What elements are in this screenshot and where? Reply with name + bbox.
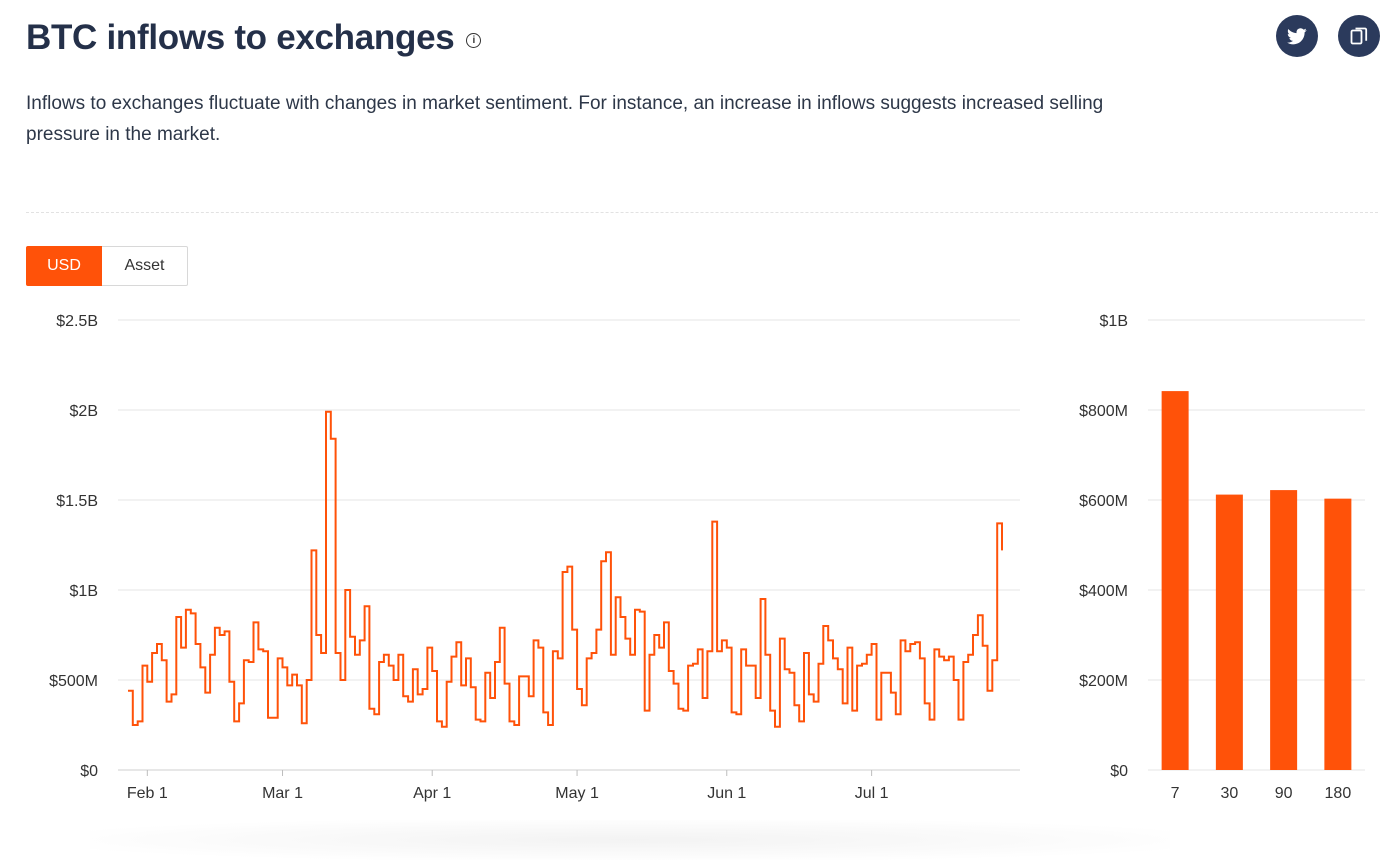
twitter-icon <box>1287 27 1307 44</box>
y-tick-label: $1.5B <box>56 493 98 510</box>
bar-category-label: 180 <box>1325 785 1352 802</box>
twitter-share-button[interactable] <box>1276 15 1318 57</box>
inflows-line-chart: $0 $500M $1B $1.5B $2B $2.5B Feb 1 Mar 1 Apr 1 Ma… <box>49 313 1020 802</box>
copy-icon <box>1350 27 1368 45</box>
y-tick-label: $1B <box>70 583 98 600</box>
bar-category-label: 7 <box>1171 785 1180 802</box>
section-divider <box>26 212 1378 213</box>
x-tick-label: Mar 1 <box>262 785 303 802</box>
usd-toggle-button[interactable]: USD <box>26 246 102 286</box>
page-title: BTC inflows to exchanges <box>26 18 455 57</box>
chart-description: Inflows to exchanges fluctuate with chan… <box>26 93 1104 145</box>
bar <box>1324 498 1352 770</box>
x-tick-label: Jul 1 <box>855 785 889 802</box>
x-tick-label: Feb 1 <box>127 785 168 802</box>
bar-y-tick-label: $1B <box>1100 313 1128 330</box>
bar <box>1161 391 1189 770</box>
y-tick-label: $0 <box>80 763 98 780</box>
average-inflows-bar-chart: $0 $200M $400M $600M $800M $1B 7 30 90 180 <box>1079 313 1365 802</box>
bar-category-label: 90 <box>1275 785 1293 802</box>
bar <box>1215 494 1243 770</box>
x-tick-label: May 1 <box>555 785 599 802</box>
y-tick-label: $500M <box>49 673 98 690</box>
x-tick-label: Apr 1 <box>413 785 451 802</box>
x-tick-label: Jun 1 <box>707 785 746 802</box>
unit-toggle: USD Asset <box>26 246 188 286</box>
share-buttons <box>1276 15 1380 57</box>
bar-y-tick-label: $800M <box>1079 403 1128 420</box>
copy-link-button[interactable] <box>1338 15 1380 57</box>
bar <box>1270 490 1298 770</box>
bar-y-tick-label: $600M <box>1079 493 1128 510</box>
y-tick-label: $2.5B <box>56 313 98 330</box>
bar-y-tick-label: $200M <box>1079 673 1128 690</box>
bar-y-tick-label: $0 <box>1110 763 1128 780</box>
bottom-shadow <box>90 820 1170 860</box>
inflow-series-line <box>128 410 1003 728</box>
bar-y-tick-label: $400M <box>1079 583 1128 600</box>
asset-toggle-button[interactable]: Asset <box>102 246 188 286</box>
y-tick-label: $2B <box>70 403 98 420</box>
info-icon[interactable]: i <box>466 32 482 48</box>
bar-category-label: 30 <box>1220 785 1238 802</box>
header: BTC inflows to exchanges i <box>26 18 482 58</box>
